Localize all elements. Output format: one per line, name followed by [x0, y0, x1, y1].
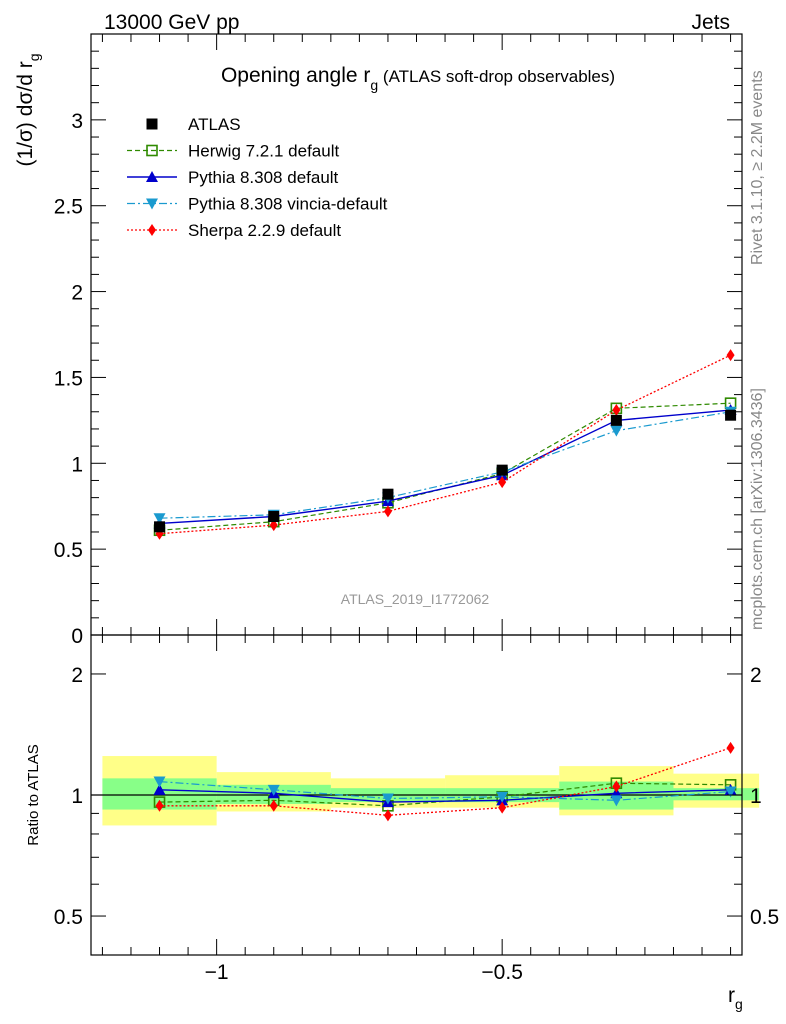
ratio-point-sherpa-3 [498, 801, 507, 814]
legend-marker-data [146, 118, 158, 130]
main-y-tick-label: 2 [71, 282, 83, 305]
main-y-tick-label: 0.5 [54, 539, 83, 562]
chart-title-suffix-text: (ATLAS soft-drop observables) [383, 67, 615, 86]
main-point-sherpa-4 [612, 404, 621, 417]
ratio-y-tick-label-left: 0.5 [54, 906, 83, 929]
ratio-point-vincia-1 [267, 784, 280, 796]
ratio-y-tick-label-left: 1 [71, 785, 83, 808]
x-axis-label-sub: g [735, 996, 743, 1012]
main-y-tick-label: 1 [71, 453, 83, 476]
ratio-y-tick-label-right: 0.5 [750, 906, 779, 929]
main-y-axis-label-text: (1/σ) dσ/d r [14, 61, 37, 166]
main-point-vincia-0 [153, 513, 166, 525]
ratio-point-vincia-5 [724, 786, 737, 798]
legend-label-herwig: Herwig 7.2.1 default [188, 142, 339, 161]
ratio-panel: 0.5 0.5 1 1 2 2 −1 −0.5 Ratio to ATLAS rg [25, 634, 779, 1012]
main-y-tick-label: 3 [71, 110, 83, 133]
main-point-vincia-4 [610, 425, 623, 437]
main-y-tick-label: 1.5 [54, 367, 83, 390]
mcplots-label: mcplots.cern.ch [arXiv:1306.3436] [749, 388, 766, 630]
ratio-point-vincia-4 [610, 795, 623, 807]
ratio-point-vincia-0 [153, 776, 166, 788]
x-tick-label: −0.5 [481, 961, 522, 984]
ratio-point-sherpa-0 [155, 799, 164, 812]
legend-label-data: ATLAS [188, 115, 241, 134]
energy-label: 13000 GeV pp [104, 11, 239, 34]
main-point-data-2 [382, 488, 394, 500]
ratio-y-tick-label-right: 2 [750, 664, 762, 687]
ratio-y-tick-label-right: 1 [750, 785, 762, 808]
legend: ATLAS Herwig 7.2.1 default Pythia 8.308 de… [127, 115, 388, 240]
ratio-series-line-pythia [159, 789, 731, 803]
main-series-line-vincia [159, 411, 731, 519]
ratio-point-sherpa-1 [269, 799, 278, 812]
ratio-point-vincia-3 [496, 791, 509, 803]
main-panel: 00.511.522.53 (1/σ) dσ/d rg Opening angl… [14, 33, 743, 648]
legend-label-vincia: Pythia 8.308 vincia-default [188, 195, 388, 214]
main-y-tick-label: 0 [71, 625, 83, 648]
legend-label-sherpa: Sherpa 2.2.9 default [188, 221, 341, 240]
ratio-point-sherpa-5 [726, 741, 735, 754]
ratio-y-tick-label-left: 2 [71, 664, 83, 687]
main-point-data-5 [725, 409, 737, 421]
x-axis-label-text: r [728, 984, 735, 1007]
main-point-sherpa-3 [498, 476, 507, 489]
ratio-y-axis-label: Ratio to ATLAS [25, 744, 42, 845]
chart-title: Opening angle rg (ATLAS soft-drop observ… [221, 64, 615, 93]
main-point-data-1 [268, 511, 280, 523]
x-tick-label: −1 [205, 961, 229, 984]
chart-title-text: Opening angle r [221, 64, 370, 87]
legend-marker-herwig [146, 144, 158, 157]
rivet-version-label: Rivet 3.1.10, ≥ 2.2M events [749, 70, 766, 265]
main-point-data-0 [154, 521, 166, 533]
main-y-axis-label-sub: g [26, 53, 42, 61]
main-series-line-sherpa [159, 354, 731, 535]
main-y-axis-label: (1/σ) dσ/d rg [14, 53, 42, 166]
main-point-sherpa-5 [726, 349, 735, 362]
legend-marker-sherpa [148, 224, 156, 236]
ratio-point-sherpa-4 [612, 780, 621, 793]
chart-title-sub: g [370, 77, 378, 93]
main-point-data-3 [496, 464, 508, 476]
main-point-sherpa-2 [383, 505, 392, 518]
category-label: Jets [691, 11, 730, 34]
main-series-line-herwig [159, 402, 731, 531]
ratio-point-pythia-0 [153, 783, 166, 795]
ratio-point-vincia-2 [381, 793, 394, 805]
legend-marker-pythia [146, 171, 158, 182]
ratio-point-sherpa-2 [383, 809, 392, 822]
x-axis-label: rg [728, 984, 743, 1012]
main-point-sherpa-1 [269, 519, 278, 532]
main-point-data-4 [610, 414, 622, 426]
ratio-series-line-vincia [159, 781, 731, 801]
legend-label-pythia: Pythia 8.308 default [188, 168, 339, 187]
legend-marker-vincia [146, 198, 158, 210]
main-y-tick-label: 2.5 [54, 196, 83, 219]
analysis-watermark: ATLAS_2019_I1772062 [341, 591, 490, 607]
main-series-line-pythia [159, 409, 731, 525]
